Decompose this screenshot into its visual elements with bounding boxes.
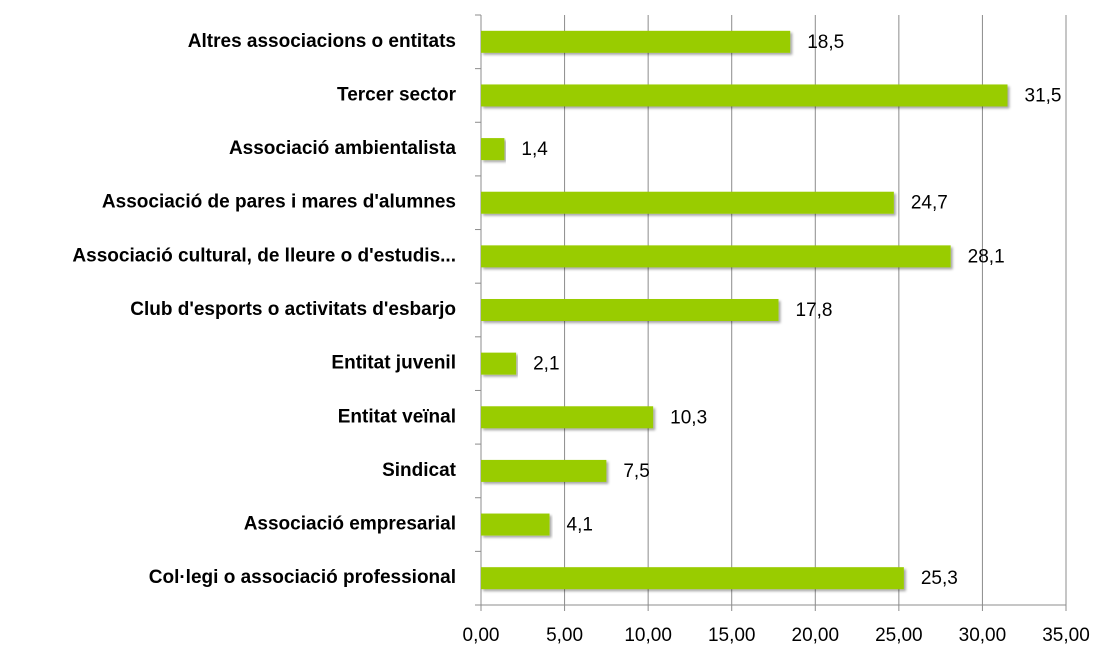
data-label: 4,1 [567,515,593,536]
bar [481,138,505,161]
bar [481,459,607,482]
x-tick-label: 15,00 [708,625,756,646]
bar [481,406,654,429]
bar [481,352,517,375]
y-tick-label: Entitat juvenil [331,353,456,374]
y-tick-label: Altres associacions o entitats [188,31,456,52]
bar [481,567,904,590]
bar [481,299,779,321]
y-tick-label: Associació de pares i mares d'alumnes [102,192,456,213]
data-label: 2,1 [533,354,559,375]
bar [481,84,1008,107]
y-tick-label: Entitat veïnal [338,406,456,427]
x-tick-label: 30,00 [959,625,1007,646]
data-label: 7,5 [623,461,649,482]
data-label: 1,4 [521,139,548,160]
x-tick-label: 10,00 [624,625,672,646]
bar [481,245,951,268]
data-label: 31,5 [1025,85,1062,106]
y-tick-label: Associació cultural, de lleure o d'estud… [72,245,456,266]
bar [481,30,791,53]
y-tick-label: Associació empresarial [244,514,456,535]
data-label: 10,3 [670,407,707,428]
data-label: 28,1 [968,246,1005,267]
data-label: 18,5 [807,32,844,53]
y-tick-label: Sindicat [382,460,457,481]
data-label: 17,8 [796,300,833,321]
x-tick-label: 35,00 [1042,625,1090,646]
y-tick-label: Col·legi o associació professional [149,567,456,588]
bar [481,191,894,214]
x-tick-label: 25,00 [875,625,923,646]
data-label: 25,3 [921,568,958,589]
x-tick-label: 20,00 [792,625,840,646]
data-label: 24,7 [911,193,948,214]
y-tick-label: Associació ambientalista [229,138,456,159]
x-tick-label: 5,00 [546,625,583,646]
x-tick-label: 0,00 [463,625,500,646]
y-tick-label: Tercer sector [337,84,457,105]
bar [481,513,550,536]
y-tick-label: Club d'esports o activitats d'esbarjo [130,299,456,320]
